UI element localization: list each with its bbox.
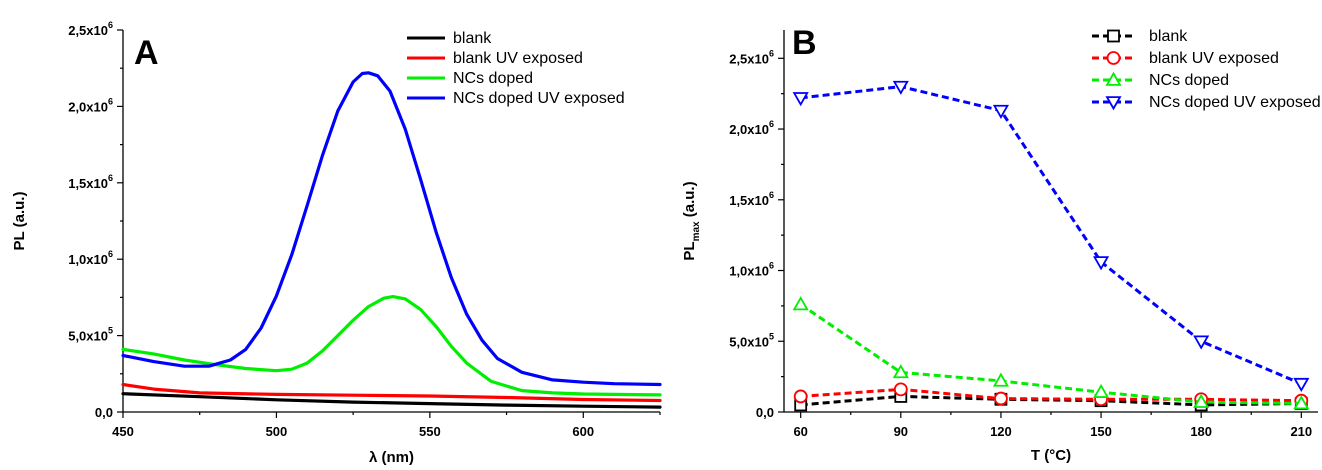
- data-point-blank-uv-exposed: [793, 389, 808, 404]
- x-tick-label: 500: [266, 424, 288, 439]
- legend-marker-blank: [1107, 29, 1120, 43]
- x-tick-label: 150: [1090, 424, 1112, 439]
- y-tick-mantissa: 5,0x10: [68, 329, 108, 344]
- y-tick-label: 1,5x106: [68, 173, 113, 191]
- x-tick-label: 450: [112, 424, 134, 439]
- data-point-ncs-doped: [1193, 393, 1210, 408]
- y-tick-exponent: 6: [769, 190, 774, 200]
- series-line-ncs-doped: [799, 303, 1302, 405]
- y-tick-mantissa: 0,0: [95, 405, 113, 420]
- panel-b-chart: 60 90 120 150 180 2100,05,0x1051,0x1061,5x106…: [681, 24, 1321, 464]
- legend-label-blank-uv-exposed: blank UV exposed: [1149, 50, 1279, 67]
- legend-label-ncs-doped-uv-exposed: NCs doped UV exposed: [453, 90, 625, 107]
- y-tick-mantissa: 1,5x10: [729, 193, 769, 208]
- y-axis-label: PLmax (a.u.): [681, 181, 702, 260]
- data-point-ncs-doped-uv-exposed: [892, 80, 909, 95]
- panel-a-chart: 450 500 550 6000,05,0x1051,0x1061,5x1062,0x…: [11, 20, 662, 466]
- x-tick-label: 120: [990, 424, 1012, 439]
- data-point-blank-uv-exposed: [994, 391, 1008, 406]
- y-axis-label-subscript: max: [691, 221, 702, 241]
- legend-label-ncs-doped: NCs doped: [1149, 72, 1229, 89]
- panel-letter: B: [792, 24, 817, 62]
- x-axis-label: λ (nm): [369, 449, 414, 466]
- y-tick-mantissa: 1,0x10: [729, 264, 769, 279]
- legend-marker-ncs-doped-uv-exposed: [1105, 96, 1122, 111]
- x-tick-label: 600: [572, 424, 594, 439]
- x-tick-label: 90: [894, 424, 908, 439]
- series-line-ncs-doped: [121, 295, 662, 397]
- data-point-ncs-doped-uv-exposed: [1293, 377, 1310, 393]
- y-tick-label: 1,5x106: [729, 190, 774, 208]
- y-tick-mantissa: 2,5x10: [729, 51, 769, 66]
- y-axis-label-main: PL: [681, 241, 698, 260]
- y-tick-label: 2,0x106: [729, 119, 774, 137]
- series-line-ncs-doped-uv-exposed: [121, 71, 662, 387]
- y-tick-exponent: 6: [769, 48, 774, 58]
- legend-label-ncs-doped-uv-exposed: NCs doped UV exposed: [1149, 94, 1321, 111]
- y-tick-mantissa: 1,5x10: [68, 176, 108, 191]
- y-tick-label: 5,0x105: [729, 331, 774, 349]
- y-tick-label: 2,5x106: [729, 48, 774, 66]
- y-tick-label: 0,0: [756, 405, 774, 420]
- series-line-ncs-doped-uv-exposed: [800, 85, 1302, 386]
- y-tick-mantissa: 5,0x10: [729, 334, 769, 349]
- legend-marker-blank-uv-exposed: [1106, 51, 1121, 65]
- y-tick-label: 0,0: [95, 405, 113, 420]
- data-point-ncs-doped: [1293, 395, 1310, 410]
- y-tick-exponent: 6: [108, 20, 113, 30]
- data-point-ncs-doped-uv-exposed: [992, 104, 1009, 119]
- data-point-ncs-doped: [1093, 383, 1110, 398]
- y-tick-mantissa: 2,0x10: [729, 122, 769, 137]
- x-tick-label: 550: [419, 424, 441, 439]
- y-axis-label: PL (a.u.): [11, 192, 28, 251]
- series-line-blank-uv-exposed: [800, 387, 1302, 403]
- legend-label-blank: blank: [453, 30, 492, 47]
- x-tick-label: 210: [1290, 424, 1312, 439]
- series-line-blank-uv-exposed: [121, 382, 662, 403]
- x-axis-label: T (°C): [1031, 447, 1071, 464]
- data-point-ncs-doped: [792, 296, 809, 311]
- data-point-ncs-doped-uv-exposed: [1193, 335, 1210, 350]
- y-axis-label-unit: (a.u.): [681, 181, 698, 221]
- y-tick-exponent: 6: [108, 173, 113, 183]
- x-tick-label: 180: [1190, 424, 1212, 439]
- legend-label-ncs-doped: NCs doped: [453, 70, 533, 87]
- y-tick-label: 2,0x106: [68, 96, 113, 114]
- y-tick-label: 1,0x106: [68, 249, 113, 267]
- legend-label-blank: blank: [1149, 28, 1188, 45]
- series-line-blank: [121, 392, 662, 409]
- data-point-ncs-doped-uv-exposed: [1093, 256, 1110, 271]
- y-tick-mantissa: 1,0x10: [68, 252, 108, 267]
- y-tick-mantissa: 2,0x10: [68, 99, 108, 114]
- legend-label-blank-uv-exposed: blank UV exposed: [453, 50, 583, 67]
- panel-letter: A: [134, 34, 159, 72]
- data-point-ncs-doped: [892, 364, 909, 379]
- y-tick-exponent: 6: [108, 96, 113, 106]
- data-point-ncs-doped: [992, 372, 1009, 387]
- y-tick-exponent: 6: [769, 119, 774, 129]
- y-tick-label: 1,0x106: [729, 261, 774, 279]
- legend-marker-ncs-doped: [1105, 71, 1122, 86]
- y-tick-exponent: 6: [108, 249, 113, 259]
- y-tick-mantissa: 0,0: [756, 405, 774, 420]
- y-tick-label: 5,0x105: [68, 326, 113, 344]
- data-point-blank-uv-exposed: [893, 382, 908, 397]
- y-tick-label: 2,5x106: [68, 20, 113, 38]
- y-tick-exponent: 5: [108, 326, 113, 336]
- y-tick-mantissa: 2,5x10: [68, 23, 108, 38]
- y-tick-exponent: 6: [769, 261, 774, 271]
- y-tick-exponent: 5: [769, 331, 774, 341]
- x-tick-label: 60: [793, 424, 807, 439]
- series-line-blank: [800, 394, 1302, 407]
- data-point-ncs-doped-uv-exposed: [792, 92, 809, 107]
